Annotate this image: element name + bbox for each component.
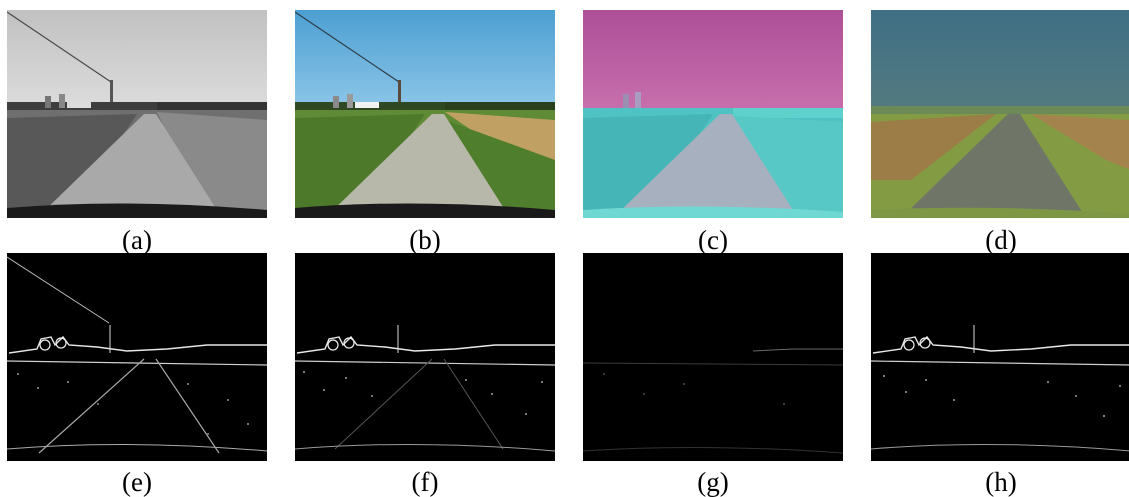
caption-d: (d) bbox=[985, 225, 1017, 255]
caption-a: (a) bbox=[122, 225, 152, 255]
grayscale-road-scene bbox=[7, 10, 267, 218]
caption-c: (c) bbox=[698, 225, 728, 255]
teal-olive-road-scene bbox=[871, 10, 1129, 218]
panel-e-edge-map bbox=[7, 253, 267, 461]
caption-f: (f) bbox=[411, 467, 439, 497]
panel-d-color-space-image bbox=[871, 10, 1129, 218]
panel-a-grayscale-image bbox=[7, 10, 267, 218]
edge-map-e bbox=[7, 253, 267, 461]
panel-c-color-space-image bbox=[583, 10, 843, 218]
edge-map-h bbox=[871, 253, 1129, 461]
caption-g: (g) bbox=[697, 467, 729, 497]
rgb-road-scene bbox=[295, 10, 555, 218]
panel-h-edge-map bbox=[871, 253, 1129, 461]
edge-map-g bbox=[583, 253, 843, 461]
caption-e: (e) bbox=[122, 467, 152, 497]
edge-map-f bbox=[295, 253, 555, 461]
caption-h: (h) bbox=[985, 467, 1017, 497]
panel-f-edge-map bbox=[295, 253, 555, 461]
caption-b: (b) bbox=[409, 225, 441, 255]
magenta-cyan-road-scene bbox=[583, 10, 843, 218]
panel-b-rgb-image bbox=[295, 10, 555, 218]
panel-g-edge-map bbox=[583, 253, 843, 461]
